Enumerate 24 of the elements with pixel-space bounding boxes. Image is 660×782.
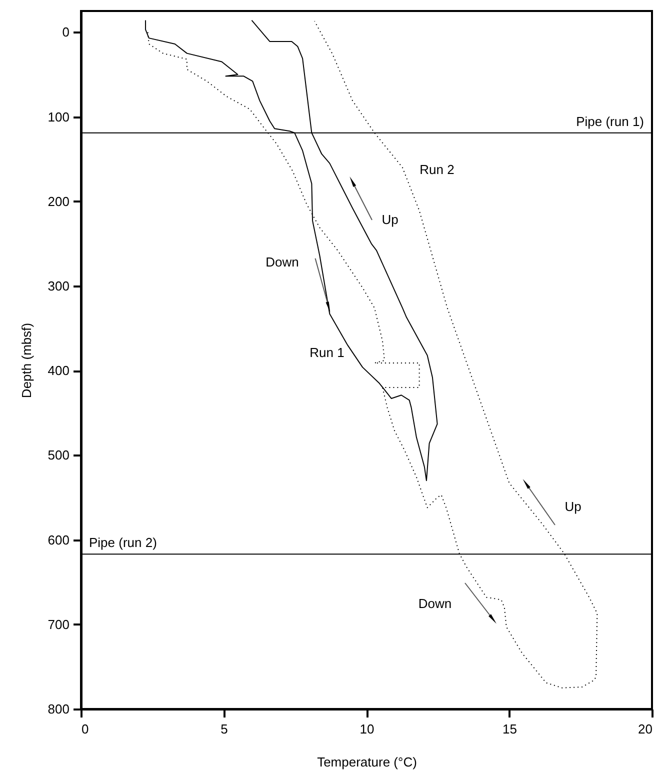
y-tick-label: 0	[62, 24, 70, 40]
annotation: Run 1	[310, 345, 344, 360]
y-tick-label: 100	[48, 109, 70, 124]
annotation: Down	[266, 254, 299, 270]
y-axis-title: Depth (mbsf)	[18, 322, 34, 398]
x-tick-label: 15	[502, 722, 517, 736]
y-tick-label: 500	[48, 448, 70, 463]
ref-line-label: Pipe (run 1)	[576, 114, 644, 129]
ref-line-label: Pipe (run 2)	[89, 535, 157, 550]
x-tick-label: 5	[220, 722, 228, 736]
y-tick-label: 400	[48, 363, 70, 378]
y-tick-label: 300	[48, 278, 70, 294]
y-tick-label: 700	[48, 616, 70, 632]
y-tick-label: 800	[48, 702, 70, 716]
y-tick-label: 200	[48, 194, 70, 209]
y-tick-label: 600	[48, 532, 70, 548]
x-axis-title: Temperature (°C)	[317, 754, 417, 770]
x-tick-label: 10	[360, 722, 374, 736]
annotation: Up	[564, 499, 582, 514]
x-tick-label: 0	[82, 722, 89, 736]
annotation: Run 2	[420, 162, 454, 177]
x-tick-label: 20	[638, 722, 652, 736]
annotation: Up	[382, 212, 398, 227]
annotation: Down	[418, 596, 452, 611]
